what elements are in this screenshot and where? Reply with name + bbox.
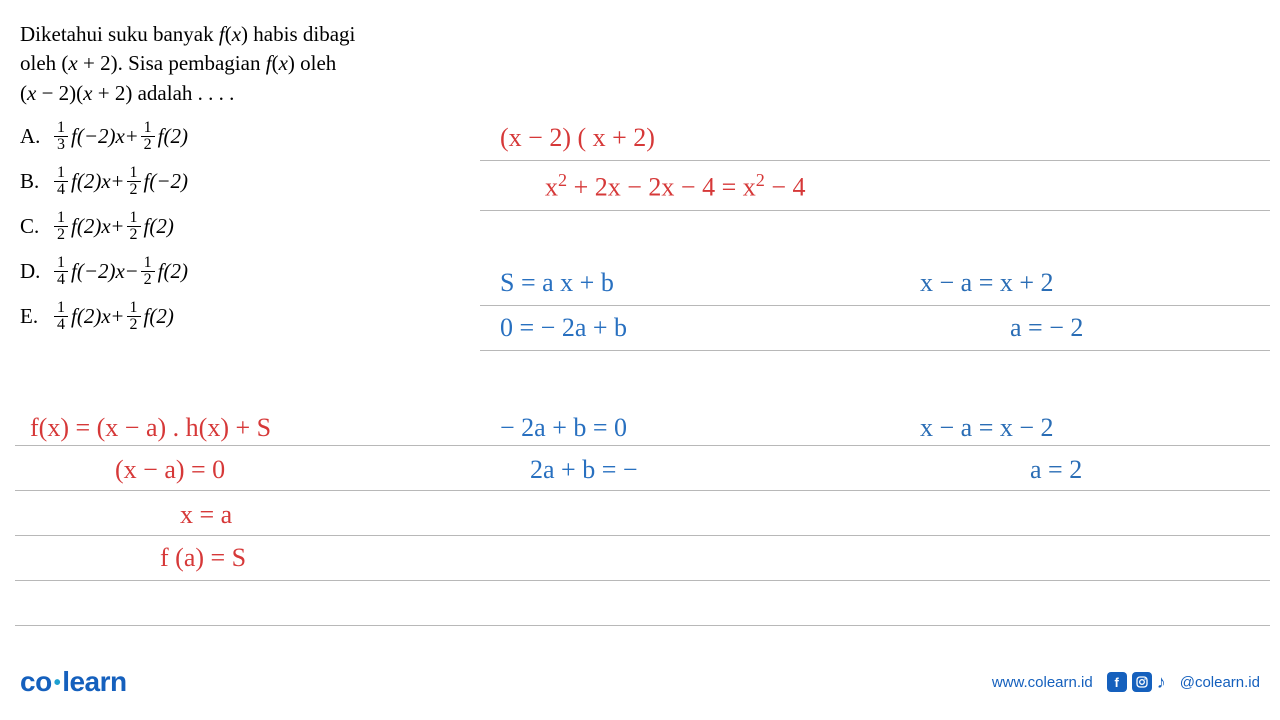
option-label-d: D. (20, 257, 52, 286)
rule-line (15, 625, 1270, 626)
rule-line (15, 490, 1270, 491)
hw-red-fx: f(x) = (x − a) . h(x) + S (30, 410, 271, 446)
option-label-b: B. (20, 167, 52, 196)
hw-red-fas: f (a) = S (160, 540, 246, 576)
hw-blue-xa1: x − a = x + 2 (920, 265, 1054, 301)
q-l1c: ) habis dibagi (241, 22, 355, 46)
tiktok-icon: ♪ (1157, 672, 1166, 693)
q-l2d: ) oleh (288, 51, 336, 75)
rule-line (480, 160, 1270, 161)
option-c: C. 12 f(2)x + 12 f(2) (20, 210, 470, 243)
hw-red-xeqa: x = a (180, 497, 232, 533)
logo-learn: learn (62, 666, 126, 697)
hw-blue-xa2: a = − 2 (1010, 310, 1083, 346)
rule-line (480, 210, 1270, 211)
rule-line (15, 535, 1270, 536)
facebook-icon: f (1107, 672, 1127, 692)
hw-blue-xa4: a = 2 (1030, 452, 1082, 488)
option-expr-a: 13 f(−2)x + 12 f(2) (52, 120, 188, 153)
q-l2a: oleh ( (20, 51, 68, 75)
instagram-icon (1132, 672, 1152, 692)
footer: co•learn www.colearn.id f ♪ @colearn.id (20, 666, 1260, 698)
option-expr-d: 14 f(−2)x − 12 f(2) (52, 255, 188, 288)
question-text: Diketahui suku banyak f(x) habis dibagi … (20, 20, 470, 108)
logo-dot-icon: • (54, 672, 61, 694)
hw-blue-b2: 2a + b = − (530, 452, 638, 488)
q-l2c: ( (272, 51, 279, 75)
footer-right: www.colearn.id f ♪ @colearn.id (992, 672, 1260, 693)
option-label-e: E. (20, 302, 52, 331)
q-l1a: Diketahui suku banyak (20, 22, 219, 46)
hw-blue-s2: 0 = − 2a + b (500, 310, 627, 346)
option-label-c: C. (20, 212, 52, 241)
option-label-a: A. (20, 122, 52, 151)
q-l2b: + 2). Sisa pembagian (78, 51, 266, 75)
logo: co•learn (20, 666, 127, 698)
rule-line (15, 580, 1270, 581)
footer-url: www.colearn.id (992, 674, 1093, 691)
option-a: A. 13 f(−2)x + 12 f(2) (20, 120, 470, 153)
question-block: Diketahui suku banyak f(x) habis dibagi … (20, 20, 470, 345)
options-list: A. 13 f(−2)x + 12 f(2) B. 14 f(2)x + 12 … (20, 120, 470, 333)
q-l3c: + 2) adalah . . . . (93, 81, 235, 105)
logo-co: co (20, 666, 52, 697)
q-l2x2: x (279, 51, 288, 75)
option-expr-e: 14 f(2)x + 12 f(2) (52, 300, 174, 333)
q-l1x: x (232, 22, 241, 46)
hw-red-expand2: x2 + 2x − 2x − 4 = x2 − 4 (545, 168, 806, 206)
q-l3x1: x (27, 81, 36, 105)
hw-red-xa0: (x − a) = 0 (115, 452, 225, 488)
rule-line (480, 350, 1270, 351)
q-l3b: − 2)( (36, 81, 83, 105)
option-e: E. 14 f(2)x + 12 f(2) (20, 300, 470, 333)
q-l3a: ( (20, 81, 27, 105)
hw-blue-b1: − 2a + b = 0 (500, 410, 627, 446)
hw-blue-s1: S = a x + b (500, 265, 614, 301)
hw-blue-xa3: x − a = x − 2 (920, 410, 1054, 446)
option-d: D. 14 f(−2)x − 12 f(2) (20, 255, 470, 288)
hw-red-expand: (x − 2) ( x + 2) (500, 120, 655, 156)
footer-handle: @colearn.id (1180, 674, 1260, 691)
option-expr-c: 12 f(2)x + 12 f(2) (52, 210, 174, 243)
q-l2x1: x (68, 51, 77, 75)
social-icons: f ♪ (1107, 672, 1166, 693)
option-b: B. 14 f(2)x + 12 f(−2) (20, 165, 470, 198)
rule-line (480, 305, 1270, 306)
q-l1b: ( (225, 22, 232, 46)
option-expr-b: 14 f(2)x + 12 f(−2) (52, 165, 188, 198)
q-l3x2: x (83, 81, 92, 105)
